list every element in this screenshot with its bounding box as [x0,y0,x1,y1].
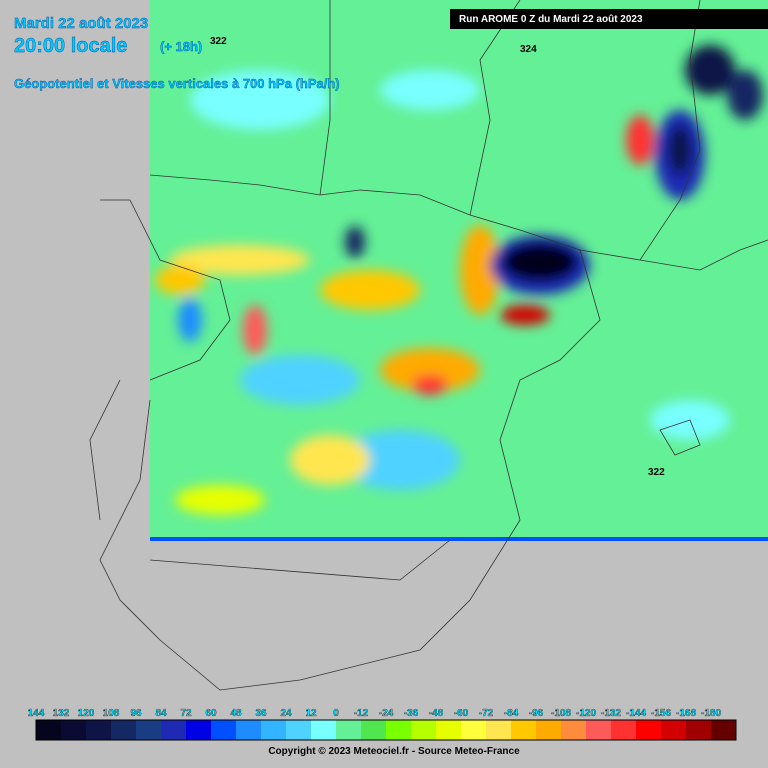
colorbar: 144 132 120 108 96 84 72 60 48 36 24 12 0 -12 -24 -36 -4… [28,708,737,741]
colorbar-label: 0 [333,708,339,719]
color-swatch [411,720,437,740]
color-swatch [686,720,712,740]
colorbar-label: -72 [479,708,494,719]
colorbar-label: -168 [676,708,696,719]
color-swatch [511,720,537,740]
color-swatch [136,720,162,740]
time: 20:00 locale [14,35,127,57]
colorbar-label: -60 [454,708,469,719]
color-swatch [461,720,487,740]
colorbar-label: -48 [429,708,444,719]
colorbar-label: 36 [255,708,267,719]
colorbar-label: 72 [180,708,192,719]
color-swatch [336,720,362,740]
color-swatch [711,720,737,740]
contour-label: 324 [520,44,537,55]
colorbar-label: 48 [230,708,242,719]
colorbar-frame [35,719,737,741]
subtitle: Géopotentiel et Vitesses verticales à 70… [14,76,340,91]
color-swatch [111,720,137,740]
colorbar-label: -180 [701,708,721,719]
colorbar-label: 132 [53,708,70,719]
color-swatch [211,720,237,740]
colorbar-label: 96 [130,708,142,719]
colorbar-label: 108 [103,708,120,719]
colorbar-label: -96 [529,708,544,719]
color-swatch [561,720,587,740]
color-swatch [486,720,512,740]
colorbar-label: -24 [379,708,394,719]
colorbar-label: -36 [404,708,419,719]
color-swatch [186,720,212,740]
color-swatch [636,720,662,740]
colorbar-label: -144 [626,708,646,719]
colorbar-label: -12 [354,708,369,719]
colorbar-label: 60 [205,708,217,719]
color-swatch [236,720,262,740]
lead-time: (+ 18h) [160,39,202,54]
colorbar-label: -156 [651,708,671,719]
colorbar-label: -84 [504,708,519,719]
color-swatch [86,720,112,740]
color-swatch [586,720,612,740]
model-field [150,0,768,541]
run-label: Run AROME 0 Z du Mardi 22 août 2023 [459,14,643,25]
colorbar-label: 12 [305,708,317,719]
borders [89,0,768,691]
color-swatch [286,720,312,740]
colorbar-label: 144 [28,708,45,719]
color-swatch [536,720,562,740]
color-swatch [361,720,387,740]
color-swatch [36,720,62,740]
colorbar-label: -120 [576,708,596,719]
color-swatch [61,720,87,740]
colorbar-label: -108 [551,708,571,719]
color-swatch [661,720,687,740]
color-swatch [611,720,637,740]
color-swatch [261,720,287,740]
copyright: Copyright © 2023 Meteociel.fr - Source M… [268,746,520,757]
color-swatch [386,720,412,740]
color-swatch [311,720,337,740]
colorbar-label: 120 [78,708,95,719]
color-swatch [161,720,187,740]
run-banner [450,9,768,29]
colorbar-label: -132 [601,708,621,719]
contour-label: 322 [648,467,665,478]
color-swatch [436,720,462,740]
colorbar-label: 24 [280,708,292,719]
colorbar-label: 84 [155,708,167,719]
contour-label: 322 [210,36,227,47]
date: Mardi 22 août 2023 [14,15,148,32]
